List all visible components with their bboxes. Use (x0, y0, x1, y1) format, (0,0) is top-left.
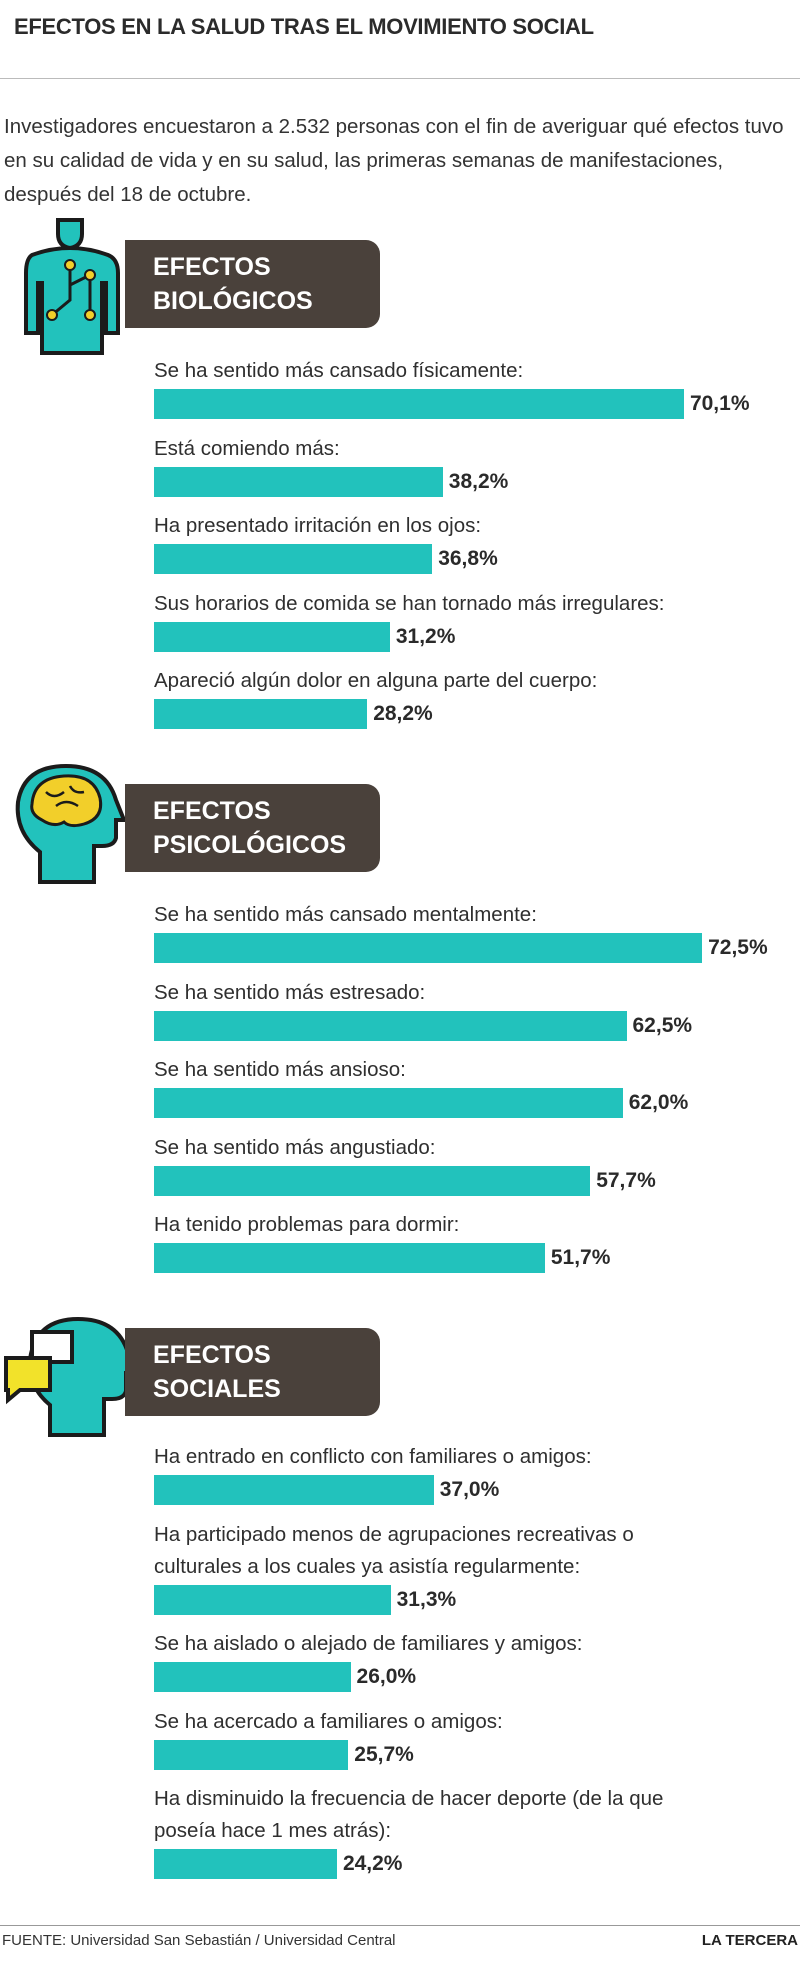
bar (154, 699, 368, 729)
bar (154, 466, 443, 497)
value-label: 70,1% (689, 392, 750, 415)
bar-label: Se ha sentido más estresado: (154, 980, 426, 1004)
bar (154, 389, 684, 419)
bar (154, 544, 433, 574)
value-label: 72,5% (708, 936, 768, 959)
title: EFECTOS EN LA SALUD TRAS EL MOVIMIENTO S… (14, 14, 594, 39)
bar-label: Ha entrado en conflicto con familiares o… (154, 1445, 592, 1468)
bar-label: Ha presentado irritación en los ojos: (154, 514, 482, 537)
value-label: 28,2% (373, 702, 433, 725)
bar (154, 1010, 627, 1041)
rule (0, 1925, 800, 1926)
bar (154, 621, 390, 652)
rule (0, 78, 800, 79)
brand: LA TERCERA (701, 1932, 798, 1949)
bar (154, 933, 703, 963)
bar (154, 1662, 351, 1692)
intro: Investigadores encuestaron a 2.532 perso… (4, 115, 784, 206)
value-label: 38,2% (448, 469, 509, 493)
value-label: 62,5% (632, 1013, 693, 1037)
bar-label: Se ha sentido más ansioso: (154, 1058, 406, 1081)
bar-label: Se ha acercado a familiares o amigos: (154, 1709, 503, 1733)
brain-icon (15, 763, 127, 884)
bar-label: Ha disminuido la frecuencia de hacer dep… (154, 1787, 664, 1842)
bar (154, 1088, 623, 1118)
bar-label: Apareció algún dolor en alguna parte del… (154, 669, 598, 692)
section-heading: EFECTOS PSICOLÓGICOS (125, 784, 380, 872)
value-label: 31,2% (395, 624, 456, 648)
value-label: 25,7% (354, 1742, 414, 1766)
bar-label: Se ha sentido más cansado mentalmente: (154, 903, 537, 926)
value-label: 57,7% (596, 1168, 656, 1192)
value-label: 62,0% (628, 1091, 689, 1114)
value-label: 51,7% (550, 1246, 611, 1269)
speech-icon (4, 1316, 132, 1437)
section-heading: EFECTOS SOCIALES (125, 1328, 380, 1416)
bar (154, 1849, 337, 1879)
bar (154, 1739, 349, 1770)
bar-label: Se ha sentido más cansado físicamente: (154, 359, 524, 382)
bar-label: Se ha sentido más angustiado: (154, 1135, 436, 1159)
bar-label: Se ha aislado o alejado de familiares y … (154, 1632, 583, 1655)
bar-label: Ha participado menos de agrupaciones rec… (154, 1522, 634, 1578)
value-label: 24,2% (342, 1852, 403, 1875)
value-label: 37,0% (439, 1478, 500, 1501)
value-label: 36,8% (438, 547, 498, 570)
bar (154, 1475, 434, 1505)
value-label: 26,0% (356, 1665, 417, 1688)
bar-label: Ha tenido problemas para dormir: (154, 1213, 460, 1236)
value-label: 31,3% (396, 1587, 457, 1611)
bar-label: Sus horarios de comida se han tornado má… (154, 591, 665, 615)
bar-label: Está comiendo más: (154, 436, 340, 460)
body-icon (24, 218, 120, 355)
section-heading: EFECTOS BIOLÓGICOS (125, 240, 380, 328)
bar (154, 1165, 591, 1196)
source: FUENTE: Universidad San Sebastián / Univ… (2, 1932, 396, 1949)
bar (154, 1243, 545, 1273)
bar (154, 1584, 391, 1615)
